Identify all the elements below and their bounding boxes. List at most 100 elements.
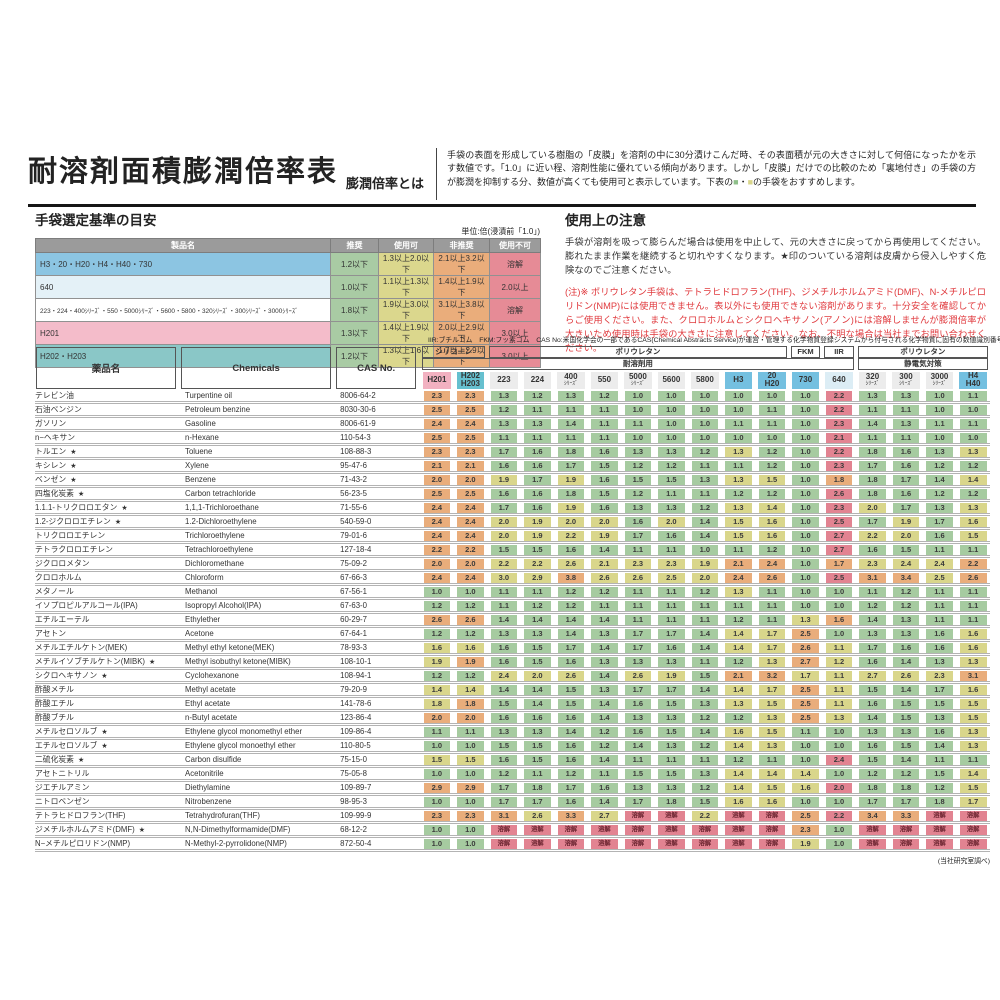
swelling-value: 溶解 bbox=[524, 838, 551, 849]
swelling-value: 1.0 bbox=[457, 796, 484, 807]
cas-number: 141-78-6 bbox=[335, 696, 421, 712]
swelling-value: 1.7 bbox=[859, 460, 886, 471]
cas-number: 79-01-6 bbox=[335, 528, 421, 544]
skin-hazard-star-icon: ★ bbox=[70, 449, 77, 456]
swelling-value: 1.5 bbox=[524, 544, 551, 555]
swelling-value: 1.7 bbox=[758, 642, 786, 653]
chemical-row: 石油ベンジン Petroleum benzine 8030-30-6 2.5 2.5 1.… bbox=[35, 402, 990, 418]
guide-range-value: 溶解 bbox=[489, 252, 541, 276]
swelling-value: 溶解 bbox=[624, 824, 652, 835]
guide-row: H201 1.3以下 1.4以上1.9以下 2.0以上2.9以下 3.0以上 bbox=[35, 321, 541, 345]
swelling-value: 2.0 bbox=[423, 474, 451, 485]
chemical-name-en: Methanol bbox=[180, 584, 336, 600]
swelling-value: 2.6 bbox=[457, 614, 484, 625]
swelling-value: 1.7 bbox=[624, 628, 652, 639]
swelling-value: 1.6 bbox=[624, 726, 652, 737]
swelling-value: 2.0 bbox=[457, 712, 484, 723]
legend-square-yellow: ■ bbox=[747, 176, 754, 187]
swelling-table: 薬品名 Chemicals CAS No. シリコーン ポリウレタン FKM IIR ポリウレ… bbox=[35, 345, 990, 852]
chemical-row: n−ヘキサン n-Hexane 110-54-3 2.5 2.5 1.1 1.1 1.1 1.1… bbox=[35, 430, 990, 446]
cas-number: 109-89-7 bbox=[335, 780, 421, 796]
swelling-value: 1.5 bbox=[524, 754, 551, 765]
chemical-name-en: Chloroform bbox=[180, 570, 336, 586]
swelling-value: 2.0 bbox=[825, 782, 853, 793]
swelling-value: 1.5 bbox=[926, 768, 953, 779]
chemical-name-en: Acetonitrile bbox=[180, 766, 336, 782]
swelling-value: 1.2 bbox=[591, 586, 618, 597]
description-text: 手袋の表面を形成している樹脂の「皮膜」を溶剤の中に30分漬けこんだ時、その表面積… bbox=[447, 150, 976, 187]
guide-row: H3・20・H20・H4・H40・730 1.2以下 1.3以上2.0以下 2.1以上… bbox=[35, 252, 541, 276]
swelling-value: 1.5 bbox=[490, 544, 518, 555]
chemical-name-jp: ベンゼン ★ bbox=[35, 472, 181, 488]
swelling-value: 2.3 bbox=[792, 824, 819, 835]
swelling-value: 1.2 bbox=[557, 768, 585, 779]
guide-header-row: 製品名 推奨 使用可 非推奨 使用不可 bbox=[35, 238, 541, 253]
swelling-value: 2.5 bbox=[457, 432, 484, 443]
swelling-value: 1.2 bbox=[758, 460, 786, 471]
swelling-value: 2.1 bbox=[423, 460, 451, 471]
cas-number: 71-43-2 bbox=[335, 472, 421, 488]
swelling-value: 1.6 bbox=[591, 446, 618, 457]
swelling-value: 1.4 bbox=[725, 782, 752, 793]
swelling-value: 1.2 bbox=[725, 754, 752, 765]
swelling-value: 1.0 bbox=[457, 768, 484, 779]
swelling-value: 1.5 bbox=[959, 698, 987, 709]
swelling-value: 1.8 bbox=[658, 796, 685, 807]
product-column-header: 550 bbox=[590, 371, 619, 389]
swelling-value: 1.7 bbox=[959, 796, 987, 807]
cas-number: 108-94-1 bbox=[335, 668, 421, 684]
swelling-value: 2.6 bbox=[892, 670, 920, 681]
swelling-value: 1.5 bbox=[658, 726, 685, 737]
swelling-value: 1.1 bbox=[624, 544, 652, 555]
swelling-value: 1.5 bbox=[658, 698, 685, 709]
product-column-header: 320 ｼﾘｰｽﾞ bbox=[858, 371, 887, 389]
swelling-value: 1.1 bbox=[624, 754, 652, 765]
chemical-name-jp: 酢酸メチル bbox=[35, 682, 181, 698]
product-column-header: 300 ｼﾘｰｽﾞ bbox=[892, 371, 920, 389]
skin-hazard-star-icon: ★ bbox=[77, 757, 85, 764]
swelling-value: 1.4 bbox=[591, 642, 618, 653]
swelling-value: 1.0 bbox=[792, 474, 819, 485]
swelling-value: 1.2 bbox=[591, 740, 618, 751]
swelling-value: 2.4 bbox=[423, 502, 451, 513]
swelling-value: 1.3 bbox=[624, 656, 652, 667]
chemical-name-en: Tetrahydrofuran(THF) bbox=[180, 808, 336, 824]
swelling-value: 2.6 bbox=[959, 572, 987, 583]
swelling-value: 1.4 bbox=[591, 754, 618, 765]
guide-range-value: 3.0以上 bbox=[489, 344, 541, 368]
swelling-value: 1.6 bbox=[624, 698, 652, 709]
swelling-value: 1.3 bbox=[758, 656, 786, 667]
guide-row: 640 1.0以下 1.1以上1.3以下 1.4以上1.9以下 2.0以上 bbox=[35, 275, 541, 299]
swelling-value: 1.5 bbox=[959, 530, 987, 541]
guide-range-value: 1.3以下 bbox=[330, 321, 379, 345]
swelling-value: 1.3 bbox=[658, 446, 685, 457]
chemical-row: キシレン ★ Xylene 95-47-6 2.1 2.1 1.6 1.6 1.7 1.5 1.2 1… bbox=[35, 458, 990, 474]
chemical-row: 酢酸メチル Methyl acetate 79-20-9 1.4 1.4 1.4 1.4 1.… bbox=[35, 682, 990, 698]
swelling-value: 3.1 bbox=[959, 670, 987, 681]
swelling-value: 1.3 bbox=[490, 418, 518, 429]
swelling-value: 1.2 bbox=[624, 488, 652, 499]
skin-hazard-star-icon: ★ bbox=[149, 659, 156, 666]
swelling-value: 1.2 bbox=[691, 712, 719, 723]
swelling-value: 1.6 bbox=[926, 628, 953, 639]
swelling-value: 1.6 bbox=[825, 614, 853, 625]
guide-range-value: 1.0以下 bbox=[330, 275, 379, 299]
swelling-value: 1.1 bbox=[691, 614, 719, 625]
guide-product-name: 640 bbox=[35, 275, 331, 299]
swelling-value: 1.2 bbox=[691, 782, 719, 793]
page-subtitle: 膨潤倍率とは bbox=[346, 176, 425, 191]
chemical-name-en: Ethylene glycol monoethyl ether bbox=[180, 738, 336, 754]
swelling-value: 1.4 bbox=[457, 684, 484, 695]
swelling-value: 1.1 bbox=[591, 404, 618, 415]
swelling-value: 1.6 bbox=[926, 726, 953, 737]
chemical-name-en: Toluene bbox=[180, 444, 336, 460]
swelling-value: 1.4 bbox=[591, 544, 618, 555]
product-column-header: 3000 ｼﾘｰｽﾞ bbox=[925, 371, 954, 389]
swelling-value: 1.8 bbox=[859, 782, 886, 793]
swelling-value: 2.4 bbox=[758, 558, 786, 569]
swelling-value: 1.7 bbox=[658, 628, 685, 639]
swelling-value: 2.7 bbox=[591, 810, 618, 821]
swelling-value: 2.0 bbox=[691, 572, 719, 583]
swelling-value: 1.0 bbox=[792, 488, 819, 499]
swelling-value: 2.4 bbox=[926, 558, 953, 569]
